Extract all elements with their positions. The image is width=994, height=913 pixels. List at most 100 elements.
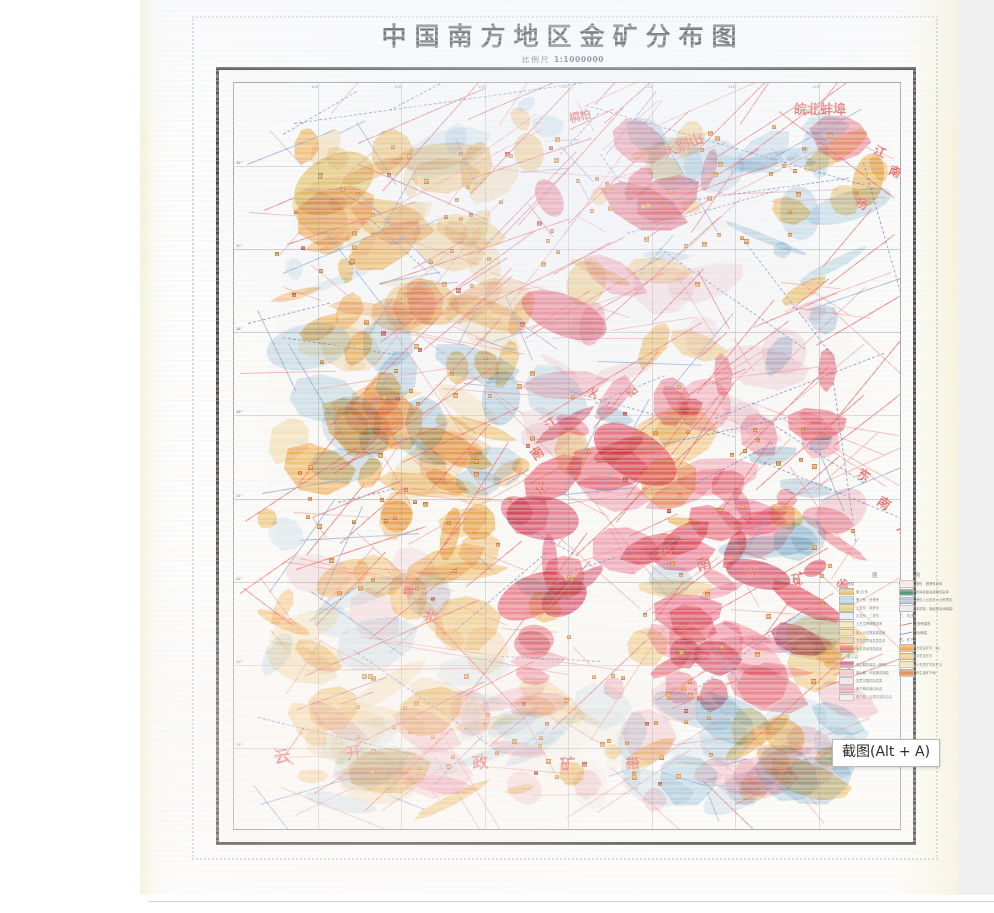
gold-deposit-marker (498, 200, 503, 205)
map-region-label: 南 (873, 494, 893, 515)
graticule-tick-label: 30° (236, 244, 243, 248)
gold-deposit-marker (549, 145, 553, 150)
legend-row: 小型金矿床及矿点 (899, 660, 953, 669)
legend-row: 加里东期花岗岩类 (839, 677, 893, 685)
legend-title: 图 例 (872, 573, 938, 579)
gold-deposit-marker (827, 563, 832, 568)
gold-deposit-marker (781, 164, 786, 169)
gold-deposit-marker (666, 695, 671, 700)
gold-deposit-marker (742, 448, 747, 453)
scale-line: 比例尺 1:1000000 (192, 54, 934, 65)
gold-deposit-marker (494, 751, 499, 755)
gold-deposit-marker (851, 528, 856, 533)
gold-deposit-marker (819, 573, 824, 578)
gold-deposit-marker (571, 394, 576, 399)
scale-label: 比例尺 (521, 55, 551, 64)
legend-color-swatch (899, 669, 914, 677)
gold-deposit-marker (708, 130, 714, 136)
gold-deposit-marker (367, 674, 373, 680)
gold-deposit-marker (678, 493, 682, 498)
legend-color-swatch (899, 652, 914, 661)
legend-label: 晋宁期 · 加里东期混合岩 (856, 695, 893, 700)
gold-deposit-marker (423, 501, 429, 507)
gold-deposit-marker (394, 368, 398, 373)
gold-deposit-marker (677, 384, 682, 389)
gold-deposit-marker (382, 394, 387, 400)
gold-deposit-marker (369, 770, 375, 776)
gold-deposit-marker (795, 192, 801, 198)
legend-label: 伴生金矿产地 (916, 670, 936, 675)
graticule-parallel (234, 665, 900, 666)
legend-row: 基性 · 超基性岩体 (899, 580, 953, 588)
geology-polygon (297, 769, 329, 784)
gold-deposit-marker (408, 389, 413, 394)
gold-deposit-marker (718, 162, 724, 167)
gold-deposit-marker (450, 249, 455, 254)
map-region-label: 云 (272, 745, 292, 768)
gold-deposit-marker (378, 453, 384, 459)
gold-deposit-marker (740, 504, 745, 509)
gold-deposit-marker (391, 144, 396, 149)
legend-row: 燕山期 · 印支期花岗岩 (839, 669, 893, 677)
gold-deposit-marker (384, 519, 388, 523)
gold-deposit-marker (678, 650, 684, 656)
gold-deposit-marker (621, 676, 625, 681)
gold-deposit-marker (564, 697, 570, 703)
gold-deposit-marker (352, 519, 356, 524)
gold-deposit-marker (554, 157, 560, 163)
gold-deposit-marker (370, 577, 375, 582)
legend-row: 三叠系 · 侏罗系 (839, 604, 893, 612)
gold-deposit-marker (458, 152, 463, 157)
gold-deposit-marker (417, 348, 422, 353)
graticule-parallel (234, 748, 900, 749)
legend-columns: 一、地层第 四 系第三系 · 白垩系 三叠系 · 侏罗系 石炭系 · 二叠系 上古生界… (839, 580, 955, 702)
gold-deposit-marker (701, 241, 707, 247)
gold-deposit-marker (802, 147, 806, 151)
gold-deposit-marker (539, 736, 544, 740)
gold-deposit-marker (642, 613, 647, 618)
gold-deposit-marker (451, 755, 456, 760)
gold-deposit-marker (608, 187, 613, 192)
gold-deposit-marker (697, 695, 703, 701)
gold-deposit-marker (522, 702, 527, 707)
gold-deposit-marker (716, 232, 721, 237)
gold-deposit-marker (534, 771, 539, 776)
gold-deposit-marker (362, 673, 368, 679)
gold-deposit-marker (274, 252, 279, 257)
gold-deposit-marker (306, 514, 311, 519)
gold-deposit-marker (415, 402, 420, 407)
legend-label: 燕山期花岗岩（晚期） (856, 662, 889, 667)
graticule-tick-label: 26° (236, 410, 243, 414)
gold-deposit-marker (393, 516, 398, 521)
gold-deposit-marker (488, 394, 493, 398)
legend-color-swatch (839, 612, 854, 620)
map-canvas: 106° 108° 110° 112° 114° 116° 118° 32° 30° 28° 26°… (234, 83, 900, 829)
title-block: 中国南方地区金矿分布图 比例尺 1:1000000 (192, 18, 934, 66)
legend-color-swatch (899, 660, 914, 669)
gold-deposit-marker (340, 186, 346, 192)
gold-deposit-marker (468, 212, 473, 217)
legend-label: 太古界深变质岩系 (856, 646, 883, 651)
fault-line (569, 338, 664, 339)
gold-deposit-marker (413, 700, 419, 706)
legend-label: 晋宁期花岗闪长岩 (856, 687, 883, 692)
gold-deposit-marker (575, 179, 580, 184)
gold-deposit-marker (581, 762, 587, 767)
gold-deposit-marker (687, 693, 693, 698)
gold-deposit-marker (705, 592, 711, 598)
gold-deposit-marker (827, 133, 833, 139)
gold-deposit-marker (529, 435, 535, 441)
gold-deposit-marker (416, 765, 421, 770)
graticule-meridian (735, 83, 736, 829)
gold-deposit-marker (297, 471, 302, 475)
gold-deposit-marker (712, 172, 718, 178)
gold-deposit-marker (684, 708, 688, 713)
gold-deposit-marker (364, 319, 370, 325)
viewer-right-gutter (957, 0, 994, 895)
gold-deposit-marker (623, 412, 628, 417)
legend-color-swatch (839, 596, 854, 604)
graticule-tick-label: 32° (236, 161, 243, 165)
map-frame-inner: 106° 108° 110° 112° 114° 116° 118° 32° 30° 28° 26°… (233, 82, 901, 830)
gold-deposit-marker (685, 429, 690, 434)
legend-color-swatch (839, 604, 854, 612)
